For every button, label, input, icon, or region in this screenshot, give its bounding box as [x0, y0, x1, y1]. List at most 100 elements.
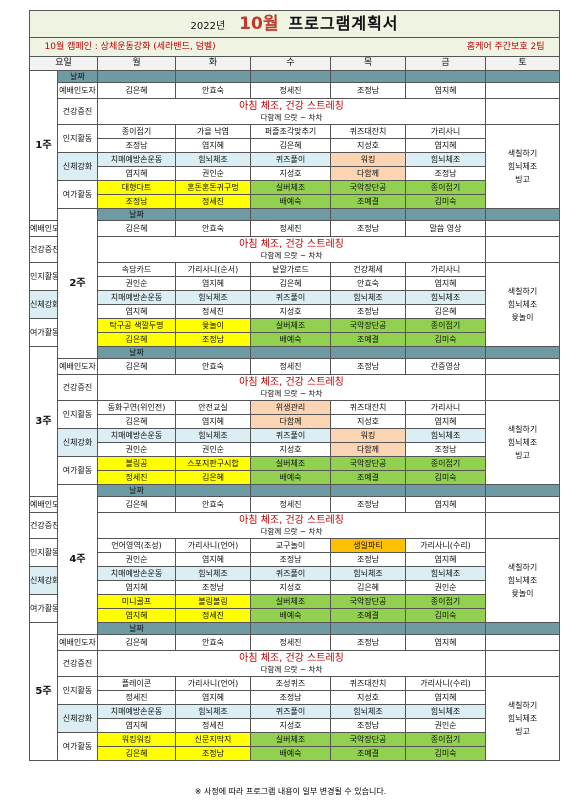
- activity: 국악장단공: [330, 732, 406, 747]
- staff: 정세진: [175, 718, 251, 733]
- cognitive-row: 인지활동 종이접기 가을 낙엽 퍼즐조각맞추기 퀴즈대잔치 가리사니 색칠하기 힘뇌체조 빙고: [30, 124, 561, 209]
- date-cell: [330, 208, 406, 221]
- date-cell: [175, 208, 251, 221]
- row-label: 여가활동: [57, 456, 98, 485]
- activity: 실버체조: [250, 594, 331, 609]
- activity: 힘뇌체조: [175, 290, 251, 305]
- row-label: 예배인도자: [29, 220, 58, 237]
- activity: 가리사니(수리): [405, 676, 486, 691]
- week-label: 1주: [29, 70, 58, 221]
- health-cell: 아침 체조, 건강 스트레칭 다함께 으랏 ~ 차차: [97, 98, 486, 125]
- activity: 탁구공 색깔두명: [97, 318, 176, 333]
- row-label: 예배인도자: [29, 496, 58, 513]
- date-cell: [330, 70, 406, 83]
- health-line: 아침 체조, 건강 스트레칭: [239, 376, 344, 388]
- saturday-item: 색칠하기: [507, 701, 538, 710]
- row-label: 신체강화: [29, 566, 58, 595]
- leader: 정세진: [250, 634, 331, 651]
- date-cell: [405, 208, 486, 221]
- day-header: 금: [405, 56, 486, 71]
- health-row: 건강증진 아침 체조, 건강 스트레칭 다함께 으랏 ~ 차차: [29, 512, 561, 539]
- schedule: 2022년 10월 프로그램계획서 10월 캠페인 : 상체운동강화 (세라밴드, …: [28, 10, 561, 761]
- leader: 염지혜: [405, 634, 486, 651]
- date-cell: [405, 622, 486, 635]
- physical-row: 염지혜 권인순 지성호 다함께 조정남: [30, 166, 560, 181]
- activity: 종이접기: [405, 318, 486, 333]
- leader: 안효숙: [175, 358, 251, 375]
- staff: 조예결: [330, 194, 406, 209]
- campaign: 10월 캠페인 : 상체운동강화 (세라밴드, 덤벨): [44, 41, 216, 52]
- staff: 김미숙: [405, 608, 486, 623]
- activity: 언어영역(조성): [97, 538, 176, 553]
- staff: 다함께: [330, 166, 406, 181]
- staff: 염지혜: [175, 552, 251, 567]
- sat-empty: [484, 358, 561, 375]
- saturday-item: 빙고: [515, 451, 530, 460]
- leader: 김은혜: [97, 82, 176, 99]
- date-row: 1주 날짜: [29, 70, 561, 221]
- leader: 정세진: [250, 496, 331, 513]
- activity: 퍼즐조각맞추기: [250, 124, 331, 139]
- activity: 가을 낙엽: [175, 124, 251, 139]
- cognitive-row: 인지활동 플레이콘 가리사니(언어) 조성퀴즈 퀴즈대잔치 가리사니(수리) 색칠하기 힘뇌체…: [30, 676, 561, 761]
- staff: 김미숙: [405, 332, 486, 347]
- activity: 치매예방손운동: [97, 704, 176, 719]
- sat-empty: [484, 236, 561, 263]
- day-header: 목: [330, 56, 406, 71]
- leisure-row: 여가활동 볼링공 스포지판구시합 실버체조 국악장단공 종이접기: [30, 456, 560, 485]
- doc-title: 프로그램계획서: [288, 13, 399, 33]
- staff: 권인순: [405, 718, 486, 733]
- staff: 김미숙: [405, 194, 486, 209]
- staff: 권인순: [97, 552, 176, 567]
- day-header-row: 요일 월 화 수 목 금 토: [29, 56, 561, 71]
- sat-empty: [484, 220, 561, 237]
- leader: 정세진: [250, 220, 331, 237]
- staff: 정세진: [97, 690, 176, 705]
- activity: 치매예방손운동: [97, 566, 176, 581]
- staff: 김미숙: [405, 746, 486, 761]
- day-header: 토: [484, 56, 561, 71]
- cognitive-row: 권인순 염지혜 김은혜 안효숙 염지혜: [30, 276, 560, 291]
- staff: 염지혜: [97, 718, 176, 733]
- saturday-item: 윷놀이: [511, 589, 534, 598]
- cognitive-row: 김은혜 염지혜 다함께 지성호 염지혜: [30, 414, 560, 429]
- row-label: 날짜: [97, 622, 176, 635]
- row-label: 여가활동: [29, 594, 58, 623]
- staff: 다함께: [330, 442, 406, 457]
- physical-row: 신체강화 치매예방손운동 힘뇌체조 퀴즈풀이 힘뇌체조 힘뇌체조: [30, 704, 560, 733]
- leader: 조정남: [330, 82, 406, 99]
- activity: 생일파티: [330, 538, 406, 553]
- leisure-row: 여가활동 대형다트 혼돈혼돈귀구멍 실버체조 국악장단공 종이접기: [30, 180, 560, 209]
- leader: 염지혜: [405, 496, 486, 513]
- staff: 염지혜: [175, 414, 251, 429]
- cognitive-row: 정세진 염지혜 조정남 지성호 염지혜: [30, 690, 560, 705]
- date-cell: [484, 70, 561, 83]
- activity: 힘뇌체조: [405, 704, 486, 719]
- staff: 권인순: [175, 442, 251, 457]
- staff: 조정남: [175, 580, 251, 595]
- leader: 조정남: [330, 496, 406, 513]
- health-line: 다함께 으랏 ~ 차차: [260, 388, 323, 398]
- activity: 플레이콘: [97, 676, 176, 691]
- saturday-item: 힘뇌체조: [507, 576, 538, 585]
- activity: 볼링볼링: [175, 594, 251, 609]
- staff: 안효숙: [330, 276, 406, 291]
- week-label: 2주: [57, 208, 98, 359]
- title-row: 2022년 10월 프로그램계획서: [28, 10, 561, 38]
- health-cell: 아침 체조, 건강 스트레칭 다함께 으랏 ~ 차차: [97, 236, 486, 263]
- date-cell: [330, 622, 406, 635]
- activity: 볼링공: [97, 456, 176, 471]
- health-line: 다함께 으랏 ~ 차차: [260, 112, 323, 122]
- staff: 김은혜: [330, 580, 406, 595]
- staff: 조예결: [330, 746, 406, 761]
- title-cell: 2022년 10월 프로그램계획서: [28, 10, 561, 38]
- activity: 종이접기: [405, 732, 486, 747]
- activity: 국악장단공: [330, 456, 406, 471]
- staff: 조정남: [175, 746, 251, 761]
- staff: 염지혜: [405, 414, 486, 429]
- row-label: 건강증진: [57, 374, 98, 401]
- row-label: 신체강화: [57, 152, 98, 181]
- row-label: 신체강화: [57, 428, 98, 457]
- leisure-row: 정세진 김은혜 배예숙 조예결 김미숙: [30, 470, 560, 485]
